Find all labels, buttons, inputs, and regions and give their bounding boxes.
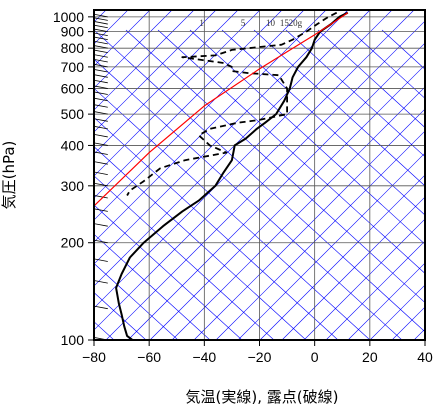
wind-barb-flag (89, 41, 92, 48)
isotherm-line (94, 10, 305, 221)
dry-adiabat-line (157, 29, 425, 274)
isotherm-line (94, 10, 327, 243)
dry-adiabat-line (94, 204, 243, 340)
x-tick-label: −20 (248, 349, 272, 365)
isotherm-line (94, 10, 393, 309)
isotherm-line (94, 10, 415, 331)
wind-barb-flag (89, 33, 92, 40)
dry-adiabat-line (381, 29, 425, 70)
wind-barb-flag (89, 74, 92, 81)
isotherm-line (127, 42, 425, 340)
mixing-ratio-label: 10 (266, 18, 276, 28)
wind-barb-flag (89, 98, 92, 105)
dry-adiabat-line (94, 58, 403, 340)
dry-adiabat-line (94, 233, 211, 340)
wind-barb-flag (89, 50, 92, 57)
wind-barb-flag (89, 161, 92, 168)
y-tick-label: 1000 (53, 9, 84, 25)
dry-adiabat-line (285, 29, 425, 158)
wind-barb-flag (89, 104, 92, 111)
y-tick-label: 600 (61, 81, 85, 97)
wind-barb-flag (89, 195, 92, 202)
wind-barb-flag (89, 258, 92, 265)
isotherm-line (193, 108, 425, 340)
wind-barb-flag (89, 126, 92, 133)
isotherm-line (237, 152, 425, 340)
ticks (88, 16, 426, 346)
y-tick-label: 800 (61, 40, 85, 56)
dry-adiabat-line (94, 263, 179, 340)
y-tick-label: 700 (61, 59, 85, 75)
mixing-ratio-label: 5 (241, 18, 246, 28)
series-line-1 (126, 11, 338, 196)
tick-labels: −80 −60 −40 −20 0 20 40 100 200 300 400 500 600 700 80… (53, 9, 433, 365)
wind-barb-flag (89, 172, 92, 179)
mixing-ratio-label: 20g (289, 18, 303, 28)
x-tick-label: 0 (311, 349, 319, 365)
isotherm-line (94, 10, 173, 89)
wind-barb-flag (89, 69, 92, 76)
series (94, 11, 349, 340)
isotherm-line (94, 10, 349, 265)
y-tick-label: 300 (61, 178, 85, 194)
wind-barb-flag (89, 306, 92, 313)
wind-barb-flag (89, 208, 92, 215)
dry-adiabat-line (317, 29, 425, 128)
isotherm-line (303, 218, 425, 340)
dry-adiabat-line (94, 175, 275, 340)
wind-barb-flag (89, 59, 92, 66)
y-tick-label: 500 (61, 106, 85, 122)
wind-barb-flag (89, 152, 92, 159)
isotherm-line (94, 10, 239, 155)
dry-adiabat-line (125, 29, 425, 304)
wind-barb-flag (89, 223, 92, 230)
mixing-ratio-label: 15 (280, 18, 290, 28)
dry-adiabat-line (221, 29, 425, 216)
y-axis-title: 気圧(hPa) (0, 141, 18, 210)
dry-adiabat-line (94, 146, 307, 340)
isotherm-line (281, 196, 425, 340)
grid (94, 10, 425, 340)
y-tick-label: 400 (61, 137, 85, 153)
wind-barb-flag (89, 118, 92, 125)
x-tick-label: 40 (417, 349, 433, 365)
isotherm-line (94, 10, 283, 199)
x-axis-title: 気温(実線), 露点(破線) (186, 388, 339, 406)
isotherm-line (94, 10, 195, 111)
x-tick-label: −40 (192, 349, 216, 365)
wind-barb-flag (89, 21, 92, 28)
wind-barb-flag (89, 37, 92, 44)
y-tick-label: 900 (61, 24, 85, 40)
mixing-ratio-labels: 1 5 10 15 20g (199, 18, 302, 28)
dry-adiabat-line (189, 29, 425, 245)
wind-barb-flag (89, 54, 92, 61)
isotherm-line (391, 306, 425, 340)
series-line-0 (115, 11, 349, 340)
series-line-2 (94, 12, 349, 208)
isotherm-line (347, 262, 425, 340)
isotherm-line (94, 10, 371, 287)
x-tick-label: −60 (137, 349, 161, 365)
mixing-ratio-label: 1 (199, 18, 204, 28)
x-tick-label: −80 (82, 349, 106, 365)
wind-barb-flag (89, 17, 92, 24)
x-tick-label: 20 (362, 349, 378, 365)
dry-adiabat-line (94, 117, 339, 340)
wind-barb-flag (89, 80, 92, 87)
wind-barb-flag (89, 134, 92, 141)
dry-adiabat-line (349, 29, 425, 99)
dry-adiabat-line (94, 87, 371, 340)
isotherm-line (94, 10, 217, 133)
wind-barb-flag (89, 25, 92, 32)
y-tick-label: 200 (61, 235, 85, 251)
isotherm-line (325, 240, 425, 340)
wind-barb-flag (89, 280, 92, 287)
isotherm-line (171, 86, 425, 340)
wind-barb-flag (89, 92, 92, 99)
isotherm-line (105, 20, 425, 340)
y-tick-label: 100 (61, 332, 85, 348)
dry-adiabat-line (94, 29, 425, 333)
